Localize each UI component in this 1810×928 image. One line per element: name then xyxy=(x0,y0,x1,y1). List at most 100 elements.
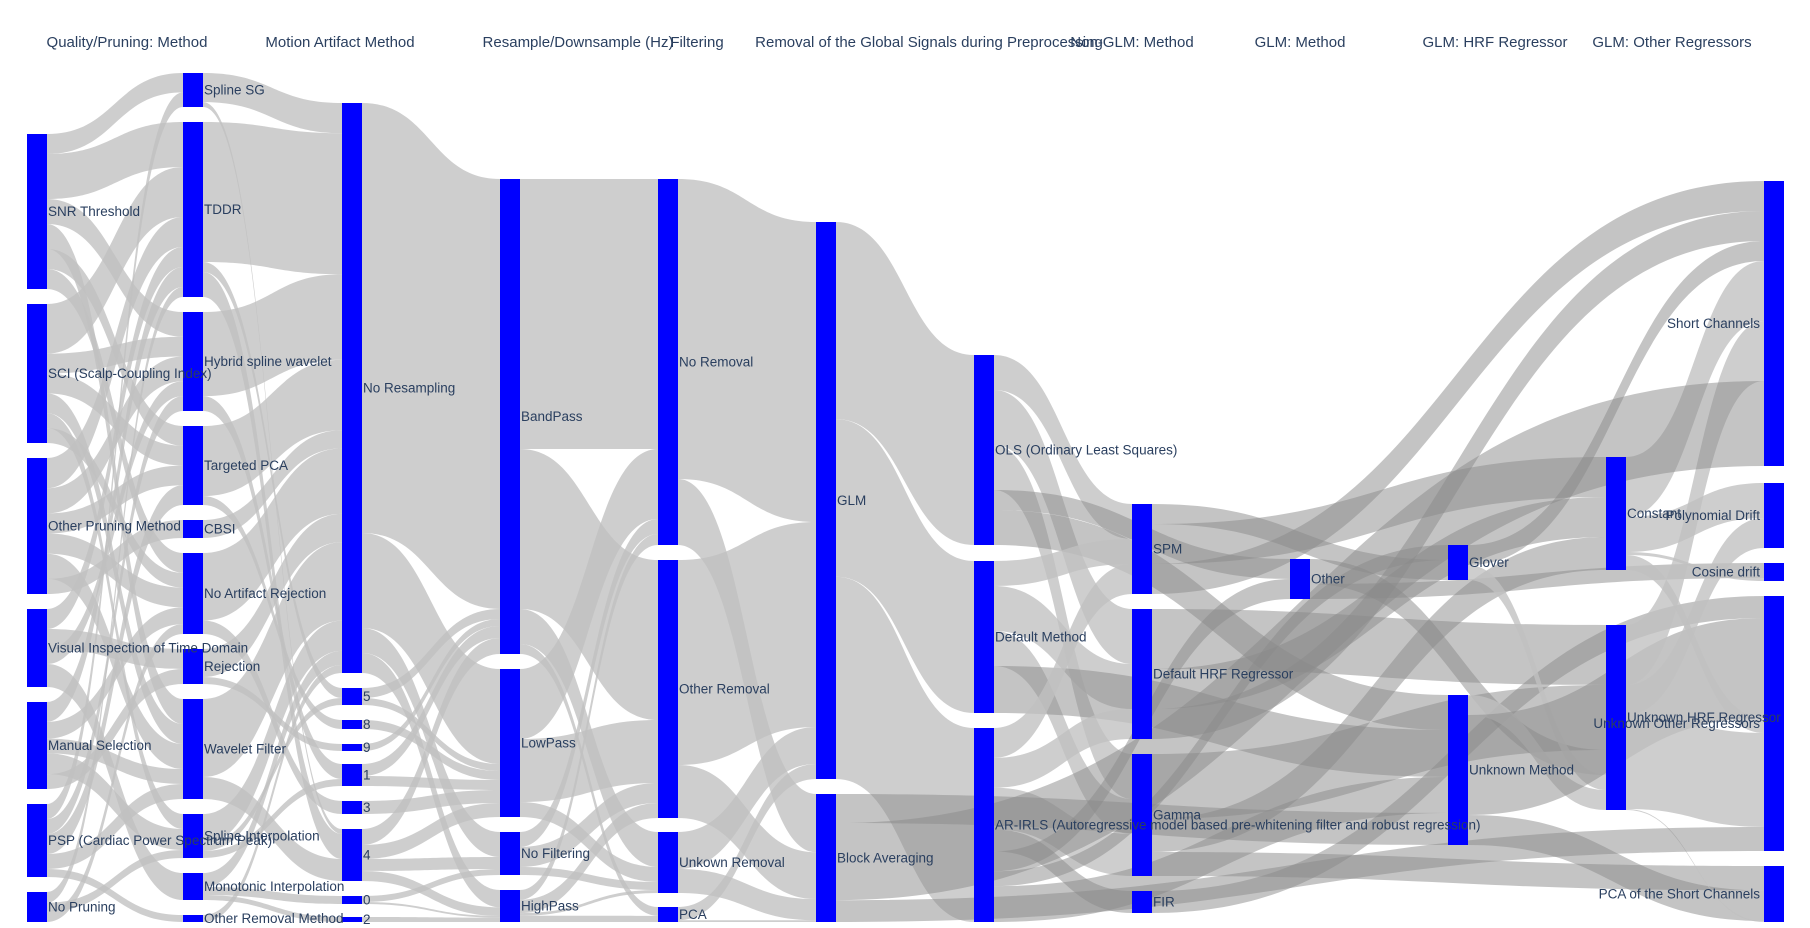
node-m_hybrid[interactable] xyxy=(183,312,203,411)
link-r_0-to-f_nofilt xyxy=(362,869,500,902)
node-m_spline_sg[interactable] xyxy=(183,73,203,107)
node-f_nofilt[interactable] xyxy=(500,832,520,875)
link-q_other-to-m_tddr xyxy=(47,217,183,489)
node-m_wavelet[interactable] xyxy=(183,699,203,799)
node-w_unknown[interactable] xyxy=(1764,596,1784,851)
node-label-m_spline_sg: Spline SG xyxy=(204,83,265,98)
node-m_cbsi[interactable] xyxy=(183,520,203,538)
link-f_high-to-g_unknown xyxy=(520,890,658,916)
node-q_snr[interactable] xyxy=(27,134,47,289)
node-g_noremoval[interactable] xyxy=(658,179,678,545)
node-q_other[interactable] xyxy=(27,458,47,594)
node-k_spm[interactable] xyxy=(1132,504,1152,594)
link-g_unknown-to-n_glm xyxy=(678,727,816,869)
node-label-v_const: Constant xyxy=(1627,506,1681,521)
node-g_other[interactable] xyxy=(658,560,678,818)
stage-title-8: GLM: Other Regressors xyxy=(1592,34,1751,51)
node-label-r_3: 3 xyxy=(363,800,371,815)
link-r_1-to-f_band xyxy=(362,626,500,776)
node-r_none[interactable] xyxy=(342,103,362,673)
node-n_glm[interactable] xyxy=(816,222,836,779)
node-r_5[interactable] xyxy=(342,688,362,705)
node-label-u_glover: Glover xyxy=(1469,555,1509,570)
node-m_reject[interactable] xyxy=(183,649,203,684)
node-u_unknown[interactable] xyxy=(1448,695,1468,845)
node-r_8[interactable] xyxy=(342,720,362,729)
node-v_unknown[interactable] xyxy=(1606,625,1626,810)
node-label-w_short: Short Channels xyxy=(1667,316,1760,331)
stage-title-7: GLM: HRF Regressor xyxy=(1422,34,1567,51)
link-g_unknown-to-n_block xyxy=(678,869,816,921)
stage-title-3: Filtering xyxy=(670,34,723,51)
node-q_psp[interactable] xyxy=(27,804,47,877)
node-n_block[interactable] xyxy=(816,794,836,922)
node-m_otherrm[interactable] xyxy=(183,915,203,922)
node-m_tddr[interactable] xyxy=(183,122,203,297)
node-label-r_2: 2 xyxy=(363,912,371,927)
node-label-w_poly: Polynomial Drift xyxy=(1665,508,1760,523)
node-r_1[interactable] xyxy=(342,764,362,786)
node-w_poly[interactable] xyxy=(1764,483,1784,548)
node-label-h_default: Default Method xyxy=(995,630,1087,645)
node-m_mono[interactable] xyxy=(183,873,203,900)
node-label-m_none: No Artifact Rejection xyxy=(204,586,326,601)
node-r_3[interactable] xyxy=(342,801,362,814)
node-q_visual[interactable] xyxy=(27,609,47,687)
node-k_fir[interactable] xyxy=(1132,891,1152,913)
node-label-f_high: HighPass xyxy=(521,899,579,914)
node-f_high[interactable] xyxy=(500,890,520,922)
node-f_low[interactable] xyxy=(500,669,520,817)
node-label-r_none: No Resampling xyxy=(363,381,455,396)
node-w_short[interactable] xyxy=(1764,181,1784,466)
link-q_none-to-m_spline xyxy=(47,850,183,912)
link-f_nofilt-to-g_other xyxy=(520,783,658,867)
node-h_ols[interactable] xyxy=(974,355,994,545)
node-v_const[interactable] xyxy=(1606,457,1626,570)
node-f_band[interactable] xyxy=(500,179,520,654)
node-r_2[interactable] xyxy=(342,917,362,922)
link-q_psp-to-m_wavelet xyxy=(47,784,183,869)
node-label-r_1: 1 xyxy=(363,768,371,783)
link-r_4-to-f_high xyxy=(362,871,500,916)
node-label-v_unknown: Unknown HRF Regressor xyxy=(1627,710,1781,725)
node-m_none[interactable] xyxy=(183,553,203,634)
node-h_arirls[interactable] xyxy=(974,728,994,922)
node-w_cosine[interactable] xyxy=(1764,563,1784,581)
node-k_gamma[interactable] xyxy=(1132,754,1152,876)
node-label-n_block: Block Averaging xyxy=(837,851,934,866)
node-h_default[interactable] xyxy=(974,561,994,713)
node-r_0[interactable] xyxy=(342,896,362,904)
link-q_other-to-m_none xyxy=(47,533,183,608)
link-r_5-to-f_band xyxy=(362,609,500,698)
node-label-m_tddr: TDDR xyxy=(204,202,242,217)
node-g_unknown[interactable] xyxy=(658,832,678,893)
node-q_none[interactable] xyxy=(27,892,47,922)
link-g_other-to-n_glm xyxy=(678,522,816,765)
node-u_glover[interactable] xyxy=(1448,545,1468,580)
node-q_manual[interactable] xyxy=(27,702,47,789)
link-n_glm-to-h_ols xyxy=(836,222,974,545)
node-m_tpca[interactable] xyxy=(183,426,203,505)
node-label-h_arirls: AR-IRLS (Autoregressive model based pre-… xyxy=(995,818,1480,833)
node-g_pca[interactable] xyxy=(658,907,678,922)
link-m_tpca-to-r_none xyxy=(203,359,342,496)
node-label-f_nofilt: No Filtering xyxy=(521,846,590,861)
link-f_nofilt-to-g_unknown xyxy=(520,867,658,890)
links xyxy=(47,73,1764,922)
node-q_sci[interactable] xyxy=(27,304,47,443)
node-w_pca[interactable] xyxy=(1764,866,1784,922)
node-o_other[interactable] xyxy=(1290,559,1310,599)
node-label-k_spm: SPM xyxy=(1153,542,1182,557)
node-label-g_noremoval: No Removal xyxy=(679,355,753,370)
node-r_9[interactable] xyxy=(342,744,362,751)
node-m_spline[interactable] xyxy=(183,814,203,858)
link-q_none-to-m_tddr xyxy=(47,287,183,903)
link-m_tpca-to-r_8 xyxy=(203,496,342,729)
link-k_gamma-to-v_const xyxy=(1152,537,1606,852)
link-r_none-to-f_band xyxy=(362,103,500,609)
link-m_cbsi-to-r_none xyxy=(203,430,342,538)
node-r_4[interactable] xyxy=(342,829,362,881)
node-label-w_pca: PCA of the Short Channels xyxy=(1599,887,1761,902)
link-n_block-to-w_short xyxy=(836,381,1764,901)
node-k_default[interactable] xyxy=(1132,609,1152,739)
